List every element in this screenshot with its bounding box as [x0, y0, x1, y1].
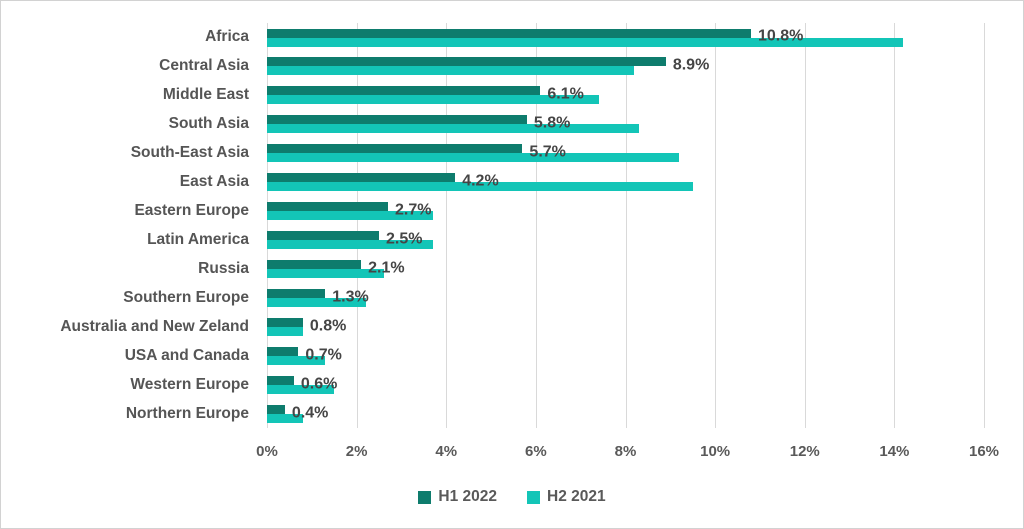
category-label: Western Europe	[130, 375, 249, 393]
bar-h2-2021	[267, 211, 433, 221]
bar-h1-2022	[267, 57, 666, 67]
data-label: 2.7%	[394, 201, 432, 219]
x-tick-label: 12%	[789, 443, 820, 460]
data-label: 8.9%	[672, 56, 710, 74]
category-label: South-East Asia	[130, 144, 249, 162]
x-tick-label: 10%	[700, 443, 731, 460]
bar-h2-2021	[267, 153, 680, 163]
chart-row: 10.8%	[267, 23, 984, 52]
category-label: Latin America	[147, 230, 249, 248]
category-label: Eastern Europe	[134, 202, 249, 220]
data-label: 5.8%	[533, 114, 571, 132]
gridline	[446, 23, 448, 428]
data-label: 0.4%	[291, 403, 329, 421]
bar-h1-2022	[267, 317, 303, 327]
category-axis: Africa Central Asia Middle East South Asia S…	[1, 23, 249, 428]
bar-h1-2022	[267, 404, 285, 414]
category-label: Russia	[198, 259, 249, 277]
x-tick-label: 14%	[879, 443, 910, 460]
category-label: Australia and New Zeland	[60, 317, 249, 335]
data-label: 6.1%	[547, 85, 584, 103]
gridline	[267, 23, 268, 428]
chart-row: 0.7%	[267, 341, 984, 370]
data-label: 1.3%	[332, 288, 369, 306]
gridline	[984, 23, 985, 428]
gridline	[894, 23, 896, 428]
bar-h2-2021	[267, 240, 433, 249]
bar-h2-2021	[267, 326, 303, 336]
bar-h1-2022	[267, 346, 299, 356]
data-label: 10.8%	[757, 27, 804, 45]
plot-area: 10.8% 8.9% 6.1% 5.8% 5.7% 4.2% 2.7% 2.5% 2.1% 1.3…	[267, 23, 985, 428]
gridline	[804, 23, 806, 428]
bar-h2-2021	[267, 355, 326, 365]
legend-item-h2-2021: H2 2021	[527, 488, 606, 506]
x-tick-label: 8%	[614, 443, 637, 460]
category-label: South Asia	[168, 115, 249, 133]
category-label: USA and Canada	[124, 346, 249, 364]
data-label: 0.8%	[309, 317, 347, 335]
bar-h2-2021	[267, 413, 303, 423]
category-label: East Asia	[179, 173, 249, 191]
x-tick-label: 16%	[968, 443, 1000, 460]
legend: H1 2022 H2 2021	[1, 485, 1023, 509]
category-label: Africa	[205, 28, 249, 46]
chart-row: 2.7%	[267, 197, 984, 226]
category-label: Southern Europe	[123, 288, 249, 306]
bar-h2-2021	[267, 124, 639, 134]
legend-label-h2-2021: H2 2021	[547, 488, 606, 505]
legend-item-h1-2022: H1 2022	[418, 488, 497, 506]
legend-swatch-h2-2021	[527, 490, 540, 504]
chart-row: 5.7%	[267, 139, 984, 168]
bar-h1-2022	[267, 86, 541, 96]
data-label: 5.7%	[529, 143, 566, 161]
chart-row: 0.6%	[267, 370, 984, 399]
gridline	[715, 23, 717, 428]
bar-h2-2021	[267, 182, 693, 192]
legend-swatch-h1-2022	[418, 490, 432, 504]
data-label: 0.6%	[300, 374, 338, 392]
chart-row: 2.1%	[267, 254, 984, 283]
chart-row: 0.8%	[267, 312, 984, 341]
legend-label-h1-2022: H1 2022	[438, 488, 497, 505]
gridline	[535, 23, 537, 428]
bar-h1-2022	[267, 28, 751, 38]
data-label: 4.2%	[462, 172, 499, 190]
chart-row: 1.3%	[267, 283, 984, 312]
chart-row: 0.4%	[267, 399, 984, 428]
category-label: Middle East	[162, 86, 249, 104]
x-tick-label: 0%	[256, 443, 278, 460]
bar-h1-2022	[267, 115, 527, 125]
chart-row: 8.9%	[267, 52, 984, 81]
data-label: 0.7%	[305, 345, 342, 363]
bar-h1-2022	[267, 144, 523, 154]
gridline	[356, 23, 358, 428]
data-label: 2.1%	[368, 259, 405, 277]
bar-h2-2021	[267, 66, 635, 76]
category-label: Northern Europe	[125, 404, 249, 422]
bar-h2-2021	[267, 37, 904, 47]
x-tick-label: 6%	[525, 443, 547, 460]
data-label: 2.5%	[386, 230, 423, 248]
category-label: Central Asia	[159, 57, 249, 75]
x-tick-label: 2%	[345, 443, 368, 460]
chart-row: 4.2%	[267, 168, 984, 197]
bar-h1-2022	[267, 202, 388, 212]
x-tick-label: 4%	[435, 443, 458, 460]
bar-h1-2022	[267, 375, 294, 385]
chart-row: 2.5%	[267, 226, 984, 255]
bar-h1-2022	[267, 259, 362, 269]
x-axis: 0% 2% 4% 6% 8% 10% 12% 14% 16%	[256, 442, 999, 462]
gridline	[625, 23, 627, 428]
chart-row: 5.8%	[267, 110, 984, 139]
bar-h2-2021	[267, 95, 599, 105]
bar-h2-2021	[267, 384, 335, 394]
bar-h1-2022	[267, 173, 456, 183]
bar-h1-2022	[267, 288, 326, 298]
bar-h1-2022	[267, 231, 380, 240]
chart-row: 6.1%	[267, 81, 984, 110]
bar-h2-2021	[267, 268, 384, 278]
bar-h2-2021	[267, 297, 366, 307]
